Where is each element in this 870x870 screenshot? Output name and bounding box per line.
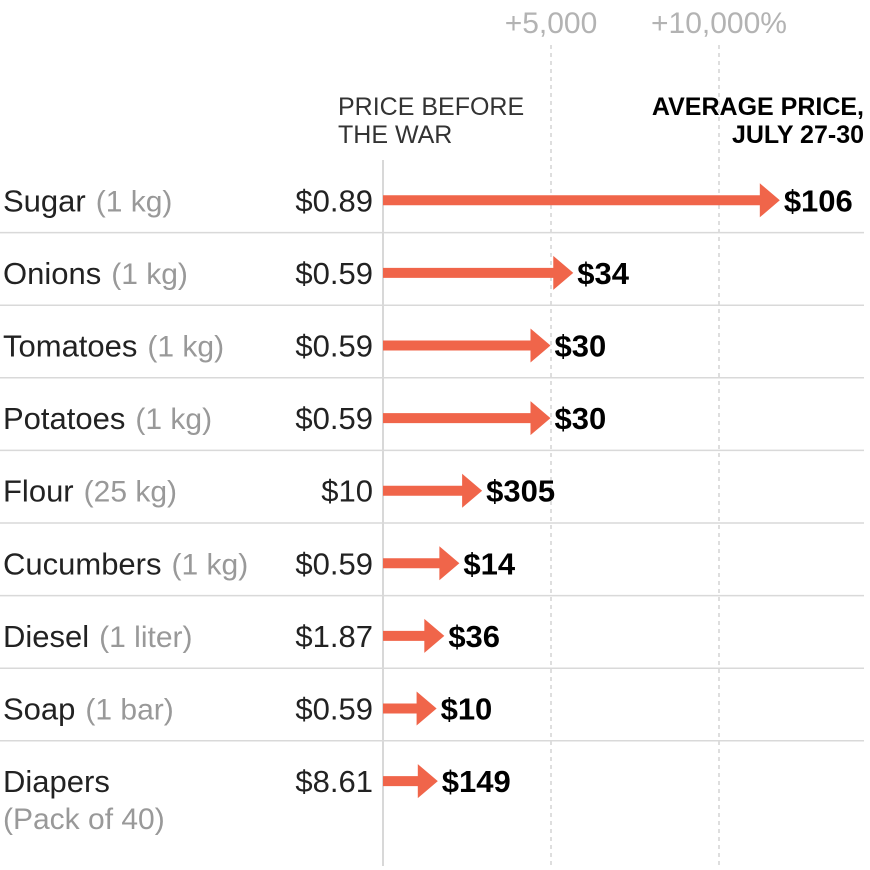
- item-name-text: Diesel: [3, 619, 89, 654]
- price-after: $106: [784, 183, 853, 218]
- price-after: $149: [442, 764, 511, 799]
- price-increase-arrow: [383, 764, 438, 799]
- price-after: $30: [554, 329, 606, 364]
- item-name-text: Flour: [3, 474, 74, 509]
- item-name-text: Soap: [3, 692, 75, 727]
- item-name-text: Onions: [3, 256, 101, 291]
- price-before: $0.59: [295, 256, 373, 291]
- item-unit: (1 bar): [85, 694, 173, 727]
- item-name: Potatoes (1 kg): [3, 401, 212, 436]
- item-unit: (1 kg): [111, 258, 188, 291]
- price-after: $14: [463, 546, 515, 581]
- price-after: $34: [577, 256, 629, 291]
- price-before: $1.87: [295, 619, 373, 654]
- price-before: $8.61: [295, 764, 373, 799]
- item-unit: (Pack of 40): [3, 803, 165, 836]
- item-name: Diapers: [3, 764, 110, 799]
- price-after: $10: [441, 692, 493, 727]
- price-increase-arrow: [383, 401, 551, 436]
- header-price-before: PRICE BEFORE: [338, 93, 524, 121]
- header-price-before: THE WAR: [338, 121, 452, 149]
- item-name: Onions (1 kg): [3, 256, 188, 291]
- item-name: Sugar (1 kg): [3, 183, 172, 218]
- price-before: $0.59: [295, 329, 373, 364]
- price-before: $10: [321, 474, 373, 509]
- header-average-price: JULY 27-30: [732, 121, 864, 149]
- price-before: $0.59: [295, 546, 373, 581]
- item-unit: (1 liter): [99, 621, 192, 654]
- price-before: $0.59: [295, 401, 373, 436]
- price-increase-arrow: [383, 546, 460, 581]
- price-increase-arrow: [383, 691, 437, 726]
- price-increase-arrow: [383, 618, 445, 653]
- item-name: Cucumbers (1 kg): [3, 546, 248, 581]
- item-unit: (1 kg): [135, 403, 212, 436]
- item-name-text: Tomatoes: [3, 329, 137, 364]
- item-name: Flour (25 kg): [3, 474, 177, 509]
- price-before: $0.89: [295, 183, 373, 218]
- item-name: Tomatoes (1 kg): [3, 329, 224, 364]
- item-unit: (1 kg): [172, 548, 249, 581]
- item-name-text: Cucumbers: [3, 546, 162, 581]
- item-name: Diesel (1 liter): [3, 619, 193, 654]
- price-increase-arrow: [383, 473, 483, 508]
- price-increase-arrow: [383, 255, 574, 290]
- price-increase-arrow: [383, 183, 780, 218]
- price-after: $36: [448, 619, 500, 654]
- item-unit: (1 kg): [147, 331, 224, 364]
- header-average-price: AVERAGE PRICE,: [652, 93, 864, 121]
- price-before: $0.59: [295, 692, 373, 727]
- price-after: $30: [554, 401, 606, 436]
- item-name-text: Sugar: [3, 183, 86, 218]
- price-after: $305: [486, 474, 555, 509]
- item-unit: (25 kg): [84, 476, 177, 509]
- tick-label: +5,000: [505, 7, 598, 40]
- item-name-text: Potatoes: [3, 401, 125, 436]
- item-name-text: Diapers: [3, 764, 110, 799]
- tick-label: +10,000%: [651, 7, 787, 40]
- item-unit: (1 kg): [96, 185, 173, 218]
- item-name: Soap (1 bar): [3, 692, 174, 727]
- price-increase-arrow: [383, 328, 551, 363]
